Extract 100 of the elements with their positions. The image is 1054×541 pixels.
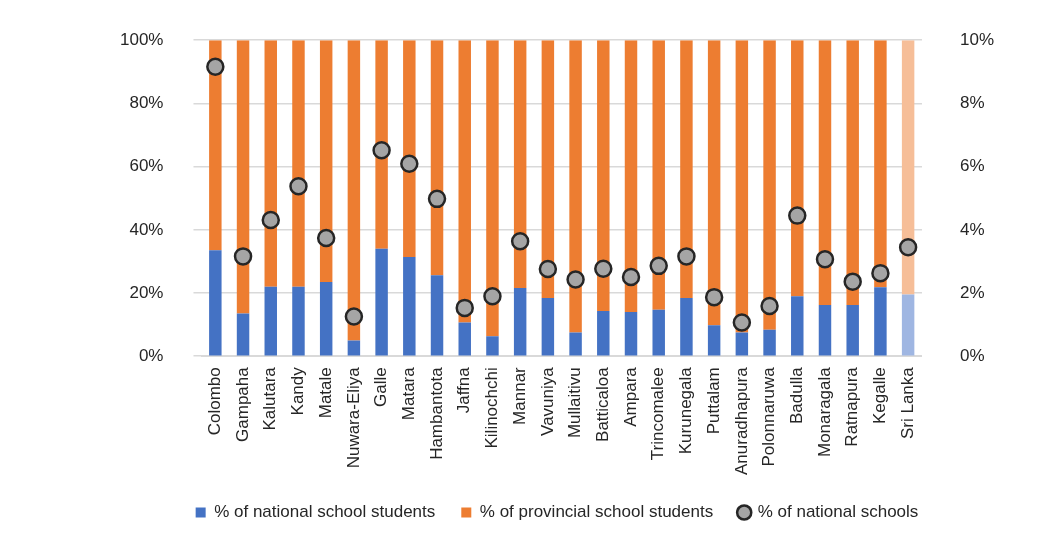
bar	[901, 294, 915, 356]
x-tick-label: Kandy	[288, 366, 308, 416]
bar	[763, 40, 776, 330]
bar	[541, 298, 555, 356]
point	[344, 307, 364, 326]
x-tick-label: Mullaitivu	[565, 367, 585, 439]
point	[732, 313, 752, 332]
point	[510, 231, 530, 251]
point	[621, 267, 641, 287]
bar	[791, 296, 804, 356]
bar	[707, 40, 721, 326]
y2-tick-label: 6%	[959, 156, 985, 176]
x-tick-label: Hambantota	[426, 366, 446, 460]
legend-label: % of national schools	[757, 502, 919, 522]
bar	[458, 40, 471, 323]
bar	[597, 40, 610, 312]
x-tick-label: Vavuniya	[537, 366, 557, 436]
x-tick-label: Matale	[315, 367, 335, 419]
x-tick-label: Colombo	[205, 367, 225, 436]
x-tick-label: Batticaloa	[592, 366, 612, 442]
point	[677, 247, 696, 266]
y-tick-label: 20%	[129, 282, 164, 302]
bar	[513, 287, 527, 356]
y2-tick-label: 10%	[959, 29, 995, 49]
legend-label: % of provincial school students	[479, 502, 714, 522]
bar	[375, 248, 388, 356]
y-tick-label: 40%	[129, 219, 164, 239]
x-tick-label: Puttalam	[703, 367, 723, 435]
bar	[874, 287, 887, 356]
bar	[597, 311, 610, 356]
point	[261, 210, 281, 230]
x-tick-label: Kilinochchi	[482, 367, 502, 449]
bar	[846, 305, 859, 356]
x-tick-label: Polonnaruwa	[759, 366, 779, 467]
x-tick-label: Galle	[371, 367, 391, 407]
point	[843, 272, 862, 291]
y-tick-label: 100%	[120, 29, 164, 49]
y2-tick-label: 0%	[959, 345, 985, 365]
bar	[901, 40, 915, 295]
bar	[569, 40, 582, 333]
y2-tick-label: 4%	[959, 219, 985, 239]
bar	[292, 286, 305, 356]
point	[372, 140, 391, 160]
bar	[652, 40, 665, 310]
bar	[486, 40, 499, 337]
bar	[403, 257, 416, 356]
y-tick-label: 0%	[138, 345, 164, 365]
x-tick-label: Trincomalee	[648, 367, 668, 461]
bar	[403, 40, 416, 258]
point	[427, 189, 447, 209]
point	[898, 237, 918, 257]
x-tick-label: Ratnapura	[842, 366, 862, 447]
bar	[264, 286, 277, 356]
bar	[680, 40, 693, 299]
point	[760, 296, 779, 316]
bar	[846, 40, 859, 306]
bar	[430, 275, 444, 356]
bar	[818, 40, 832, 306]
x-tick-label: Monaragala	[814, 366, 834, 458]
point	[788, 206, 807, 225]
point	[566, 270, 585, 289]
point	[649, 256, 668, 276]
point	[538, 259, 558, 279]
bar	[569, 332, 582, 356]
bar	[236, 313, 250, 356]
x-tick-label: Kurunegala	[676, 366, 696, 455]
point	[206, 57, 225, 76]
y-tick-label: 60%	[129, 156, 164, 176]
bar	[874, 40, 887, 288]
x-tick-label: Sri Lanka	[897, 366, 917, 440]
bar	[680, 298, 693, 356]
y2-tick-label: 8%	[959, 93, 985, 113]
bar	[375, 40, 388, 249]
x-tick-label: Anuradhapura	[731, 366, 751, 476]
bar	[347, 340, 361, 356]
x-tick-label: Kegalle	[870, 367, 890, 424]
legend-label: % of national school students	[214, 502, 436, 522]
bar	[624, 40, 638, 312]
y2-tick-label: 2%	[959, 282, 985, 302]
x-tick-label: Kalutara	[260, 366, 280, 431]
x-tick-label: Matara	[399, 366, 418, 421]
bar	[236, 40, 250, 314]
bar	[763, 329, 776, 356]
point	[316, 228, 336, 248]
point	[815, 249, 835, 269]
bar	[624, 312, 638, 356]
bar	[292, 40, 305, 287]
point	[233, 247, 253, 266]
point	[400, 154, 419, 174]
bar	[818, 305, 832, 356]
point	[594, 259, 613, 278]
point	[455, 298, 474, 318]
x-tick-label: Nuwara-Eliya	[343, 366, 363, 469]
point	[871, 263, 890, 283]
bar	[347, 40, 361, 341]
bar	[541, 40, 555, 299]
point	[483, 286, 502, 306]
point	[289, 176, 308, 196]
bar	[209, 40, 222, 251]
x-tick-label: Badulla	[786, 366, 806, 424]
